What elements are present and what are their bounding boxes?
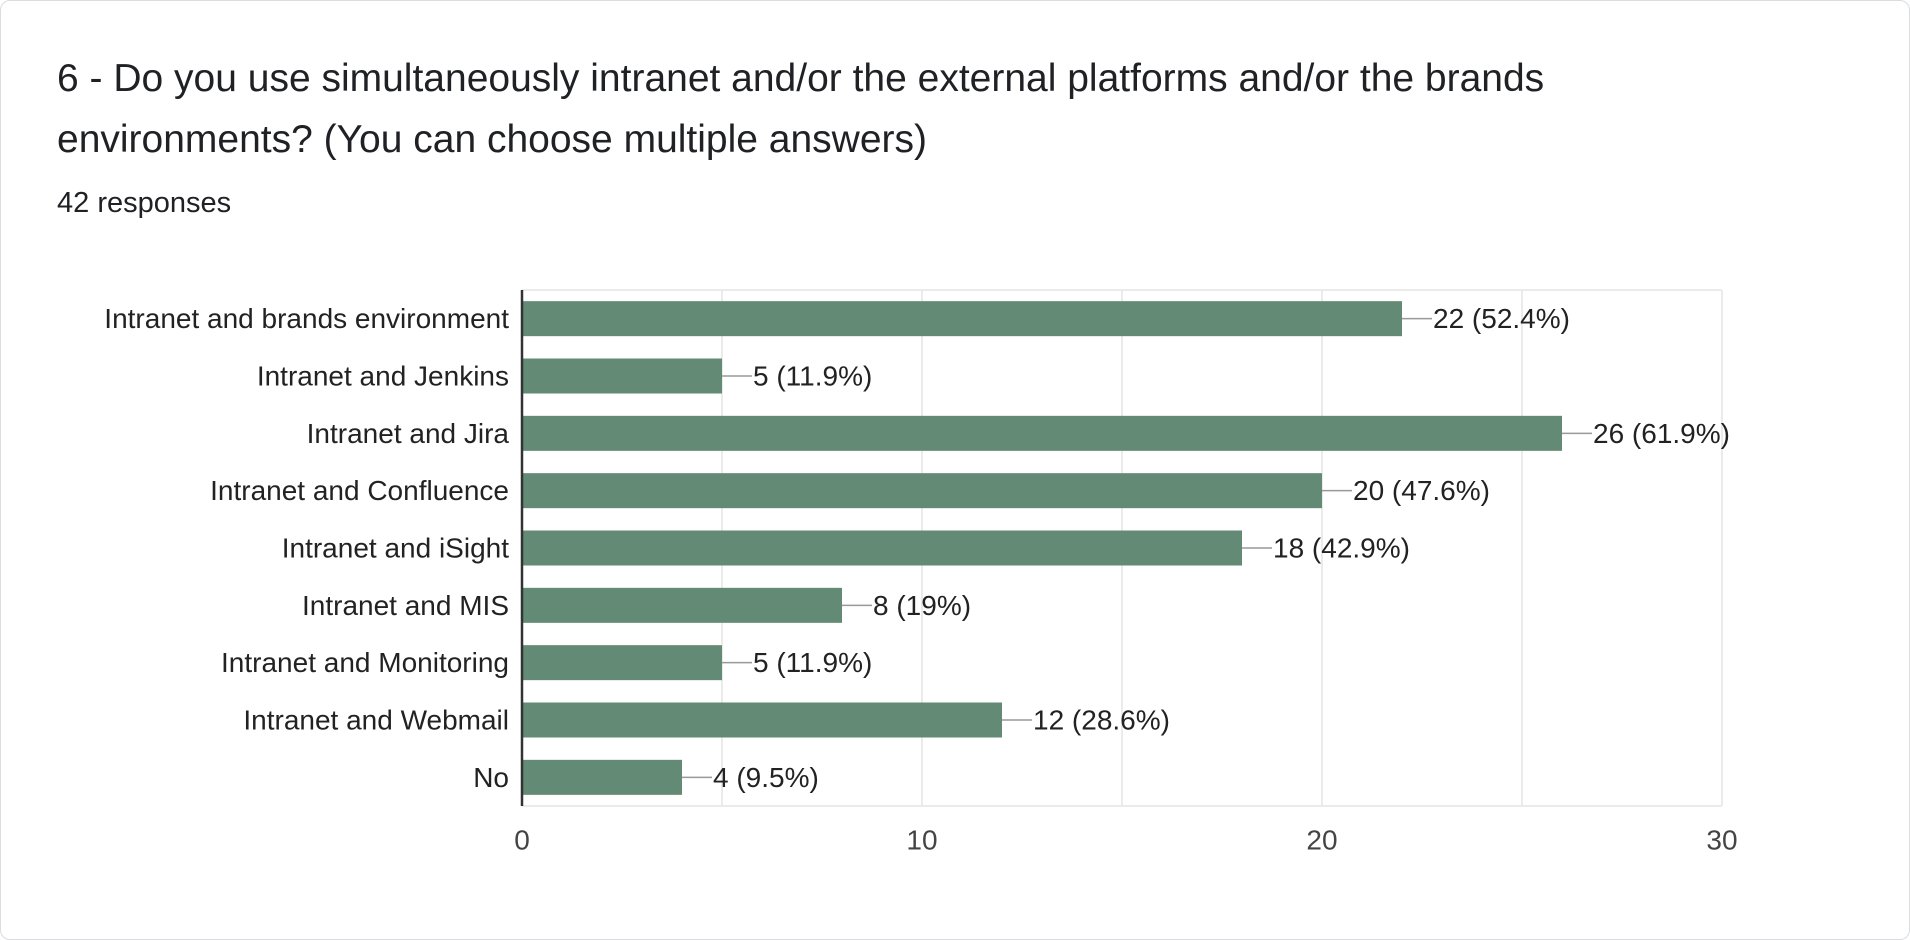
- bar: [522, 702, 1002, 738]
- value-label: 22 (52.4%): [1433, 303, 1570, 334]
- value-label: 12 (28.6%): [1033, 705, 1170, 736]
- bar: [522, 530, 1242, 566]
- bar: [522, 473, 1322, 509]
- value-label: 20 (47.6%): [1353, 475, 1490, 506]
- value-label: 5 (11.9%): [753, 647, 872, 678]
- category-label: Intranet and Jenkins: [257, 361, 509, 392]
- response-count: 42 responses: [57, 187, 232, 219]
- category-label: No: [473, 762, 509, 793]
- x-tick-label: 30: [1706, 825, 1737, 856]
- category-label: Intranet and Webmail: [243, 705, 509, 736]
- category-label: Intranet and Monitoring: [221, 647, 509, 678]
- value-label: 5 (11.9%): [753, 361, 872, 392]
- category-label: Intranet and brands environment: [104, 303, 509, 334]
- bar: [522, 587, 842, 623]
- value-label: 4 (9.5%): [713, 762, 819, 793]
- value-label: 26 (61.9%): [1593, 418, 1730, 449]
- bar: [522, 415, 1562, 451]
- question-title: 6 - Do you use simultaneously intranet a…: [57, 57, 1545, 161]
- labels-layer: 22 (52.4%) Intranet and brands environmen…: [104, 303, 1730, 793]
- value-label: 8 (19%): [873, 590, 971, 621]
- bar: [522, 358, 722, 394]
- category-label: Intranet and iSight: [282, 533, 509, 564]
- axis-layer: 0 10 20 30: [514, 290, 1738, 856]
- bars-layer: [522, 301, 1562, 795]
- x-tick-label: 20: [1306, 825, 1337, 856]
- category-label: Intranet and Jira: [307, 418, 510, 449]
- category-label: Intranet and MIS: [302, 590, 509, 621]
- x-tick-label: 10: [906, 825, 937, 856]
- value-label: 18 (42.9%): [1273, 533, 1410, 564]
- category-label: Intranet and Confluence: [210, 475, 509, 506]
- bar: [522, 645, 722, 681]
- bar: [522, 759, 682, 795]
- bar: [522, 301, 1402, 337]
- x-tick-label: 0: [514, 825, 530, 856]
